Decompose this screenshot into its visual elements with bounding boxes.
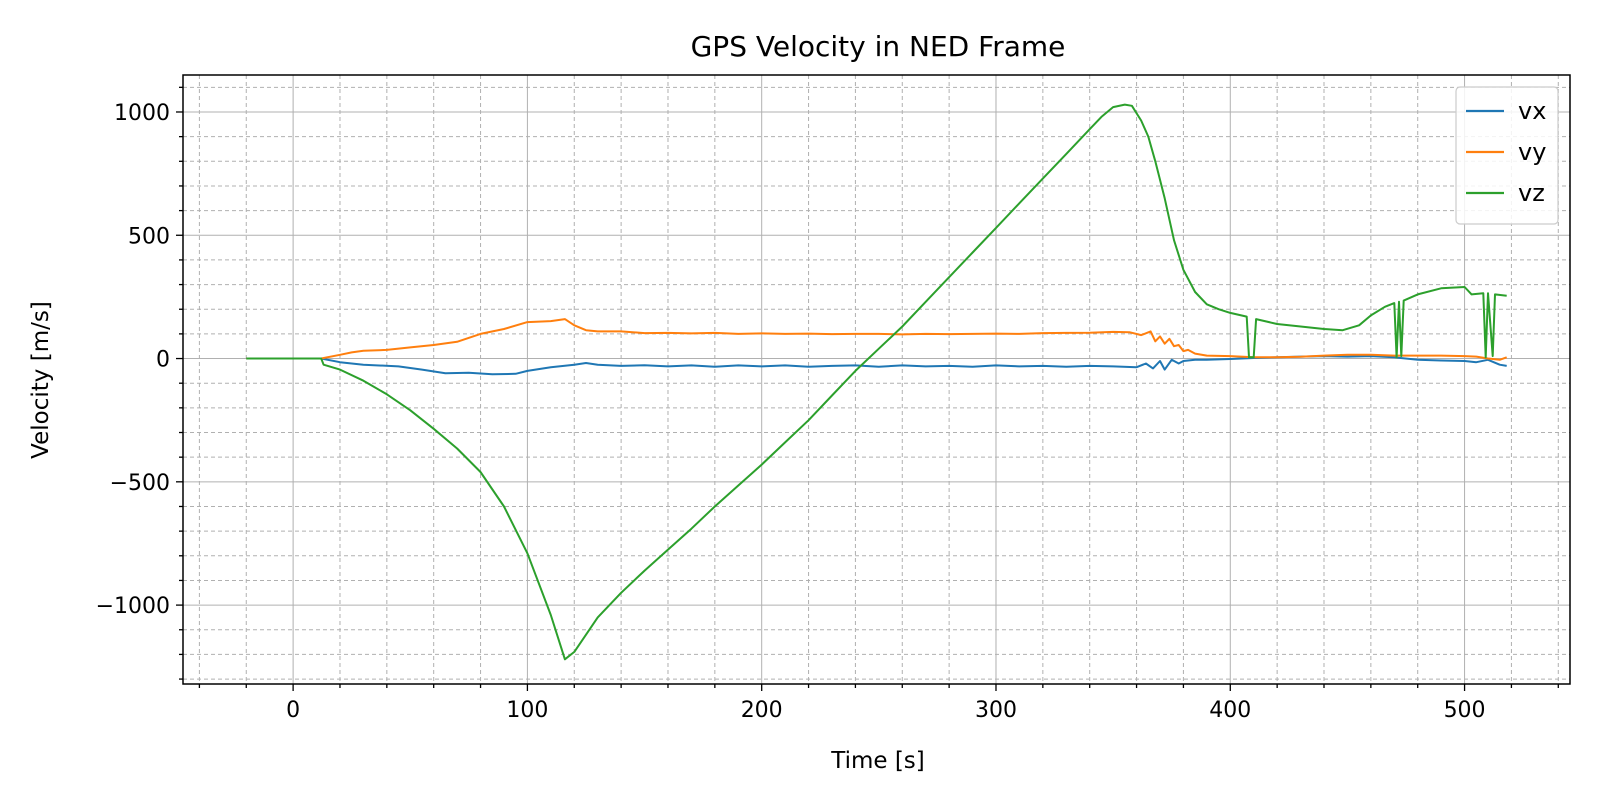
plot-frame [182, 74, 1571, 685]
legend: vx vy vz [1455, 86, 1559, 225]
x-tick-label: 300 [975, 698, 1017, 723]
y-tick-label: 1000 [114, 101, 170, 126]
x-tick-label: 0 [286, 698, 300, 723]
series-line-vz [246, 103, 1507, 661]
y-tick-label: 0 [156, 348, 170, 373]
y-tick-label: −500 [110, 471, 170, 496]
legend-box [1455, 86, 1559, 225]
x-tick-label: 200 [741, 698, 783, 723]
chart-title: GPS Velocity in NED Frame [691, 30, 1066, 63]
legend-label-vz: vz [1518, 179, 1545, 207]
grid [183, 75, 1570, 684]
x-tick-label: 100 [506, 698, 548, 723]
series-lines [246, 103, 1508, 661]
y-axis-label: Velocity [m/s] [28, 301, 54, 459]
x-tick-label: 400 [1209, 698, 1251, 723]
series-line-vy [246, 318, 1508, 361]
legend-label-vx: vx [1518, 97, 1546, 125]
y-tick-label: −1000 [96, 594, 170, 619]
x-tick-label: 500 [1444, 698, 1486, 723]
legend-label-vy: vy [1518, 138, 1546, 166]
ticks: 0 100 200 300 400 500 −1000 −500 0 500 1000 [96, 86, 1559, 723]
y-tick-label: 500 [128, 224, 170, 249]
x-axis-label: Time [s] [830, 748, 925, 774]
